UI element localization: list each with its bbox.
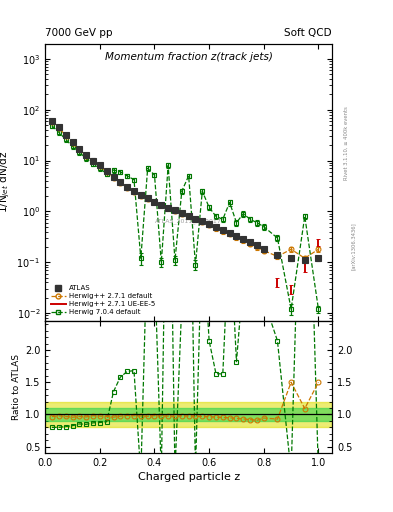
- Y-axis label: Ratio to ATLAS: Ratio to ATLAS: [12, 354, 21, 420]
- X-axis label: Charged particle z: Charged particle z: [138, 472, 240, 482]
- Legend: ATLAS, Herwig++ 2.7.1 default, Herwig++ 2.7.1 UE-EE-5, Herwig 7.0.4 default: ATLAS, Herwig++ 2.7.1 default, Herwig++ …: [49, 283, 157, 317]
- Text: Momentum fraction z(track jets): Momentum fraction z(track jets): [105, 52, 273, 62]
- Text: Rivet 3.1.10, ≥ 400k events: Rivet 3.1.10, ≥ 400k events: [344, 106, 349, 180]
- Text: [arXiv:1306.3436]: [arXiv:1306.3436]: [351, 222, 356, 270]
- Y-axis label: 1/N$_{jet}$ dN/dz: 1/N$_{jet}$ dN/dz: [0, 151, 12, 214]
- Text: Soft QCD: Soft QCD: [285, 28, 332, 38]
- Text: 7000 GeV pp: 7000 GeV pp: [45, 28, 113, 38]
- Text: ATLAS_2011_I919017: ATLAS_2011_I919017: [155, 218, 222, 224]
